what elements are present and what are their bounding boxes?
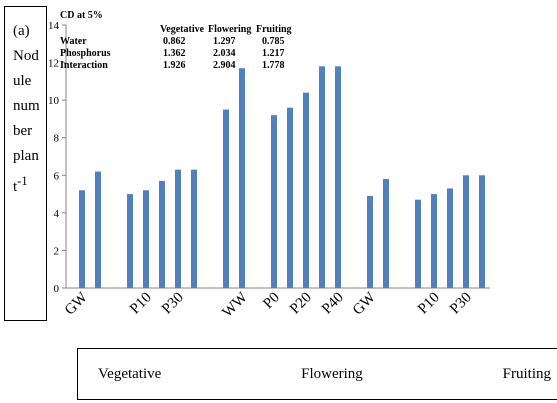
y-tick-label: 12 (48, 58, 59, 70)
cd-cell: 1.926 (163, 60, 186, 71)
cd-cell: 0.785 (262, 36, 285, 47)
bar (239, 68, 245, 288)
x-tick-label: P40 (319, 290, 347, 318)
cd-cell: 1.778 (262, 60, 285, 71)
bar (287, 107, 293, 289)
cd-header: Fruiting (256, 24, 292, 35)
cd-cell: 2.034 (213, 48, 236, 59)
bar (95, 171, 101, 288)
bar (431, 194, 437, 288)
bar (79, 190, 85, 288)
stage-labels: Vegetative Flowering Fruiting (77, 348, 557, 400)
cd-cell: 1.217 (262, 48, 285, 59)
cd-cell: 1.297 (213, 36, 236, 47)
bar (367, 195, 373, 288)
x-tick-label: P30 (159, 290, 187, 318)
x-tick-label: P10 (415, 290, 443, 318)
y-tick-label: 2 (54, 245, 60, 257)
stage-label: Vegetative (98, 365, 162, 382)
bar (383, 179, 389, 288)
cd-cell: Interaction (60, 60, 108, 71)
y-axis-label: (a) Nodule number plant (13, 23, 40, 195)
bar (191, 169, 197, 288)
bar (415, 199, 421, 288)
x-tick-label: GW (350, 289, 380, 319)
y-axis-label-sup: -1 (17, 174, 28, 188)
bar (319, 66, 325, 288)
y-tick-label: 14 (48, 20, 60, 32)
x-tick-label: WW (219, 289, 251, 321)
y-axis-label-box: (a) Nodule number plant-1 (4, 6, 47, 321)
y-tick-label: 8 (54, 133, 60, 145)
x-tick-label: GW (62, 289, 92, 319)
bar (159, 180, 165, 288)
cd-header: Vegetative (160, 24, 205, 35)
bar (127, 194, 133, 288)
stage-label: Flowering (301, 365, 363, 382)
bar (479, 175, 485, 288)
cd-title: CD at 5% (60, 10, 103, 21)
x-tick-label: P30 (447, 290, 475, 318)
bar (463, 175, 469, 288)
x-tick-label: P0 (260, 290, 283, 313)
x-tick-label: P10 (127, 290, 155, 318)
bar (303, 92, 309, 288)
y-tick-label: 10 (48, 95, 60, 107)
bar (271, 115, 277, 289)
bar (143, 190, 149, 288)
stage-label: Fruiting (502, 365, 551, 382)
y-tick-label: 6 (54, 170, 60, 182)
x-tick-label: P20 (287, 290, 315, 318)
cd-header: Flowering (208, 24, 251, 35)
cd-cell: 1.362 (163, 48, 186, 59)
cd-cell: 2.904 (213, 60, 236, 71)
y-tick-label: 4 (54, 208, 60, 220)
y-tick-label: 0 (54, 283, 60, 295)
cd-cell: Phosphorus (60, 48, 111, 59)
bar (447, 188, 453, 288)
bar (335, 66, 341, 288)
bar (223, 109, 229, 289)
bar (175, 169, 181, 288)
cd-cell: 0.862 (163, 36, 186, 47)
cd-cell: Water (60, 36, 87, 47)
